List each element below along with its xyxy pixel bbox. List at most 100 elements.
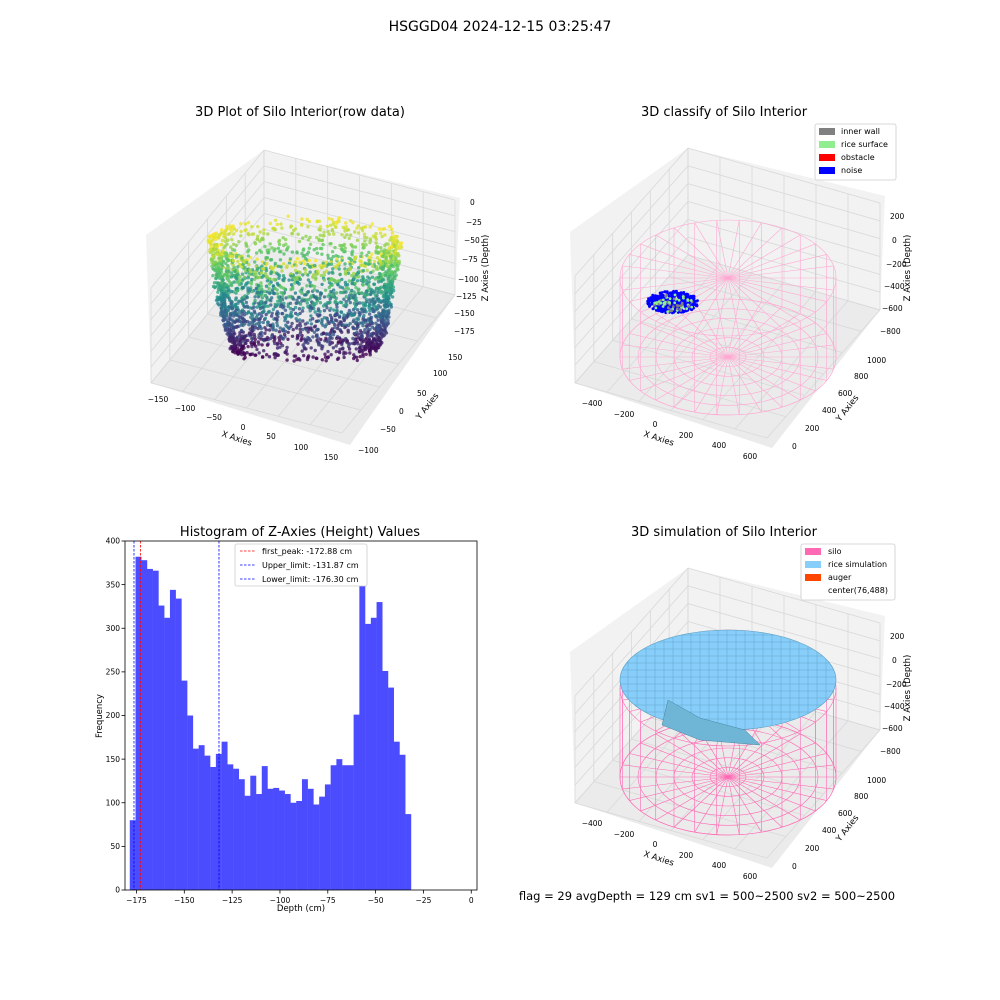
raw-point: [329, 341, 333, 345]
raw-point: [344, 300, 348, 304]
raw-point: [250, 277, 254, 282]
raw-point: [390, 231, 395, 235]
silo-floor-spoke: [673, 726, 729, 778]
histogram-bar: [192, 748, 199, 890]
raw-point: [322, 295, 327, 299]
raw-point: [289, 224, 293, 228]
raw-point: [253, 260, 257, 264]
raw-point: [350, 273, 354, 278]
classify-x-tick: 600: [743, 452, 758, 461]
raw-point: [259, 250, 264, 254]
silo-top-spoke: [727, 277, 816, 313]
raw-x-tick: −50: [206, 413, 222, 422]
histogram-bar: [227, 764, 234, 890]
histogram-bar: [135, 556, 142, 890]
raw-point: [337, 267, 341, 271]
raw-point: [390, 295, 395, 299]
silo-floor-spoke: [727, 356, 762, 413]
raw-point: [376, 318, 380, 322]
raw-point: [219, 313, 223, 317]
classify-y-tick: 1000: [867, 356, 886, 365]
raw-point: [378, 323, 382, 328]
raw-point: [376, 280, 381, 284]
raw-point: [384, 242, 388, 246]
raw-point: [342, 313, 346, 317]
raw-point: [219, 231, 224, 235]
raw-point: [392, 238, 396, 242]
raw-point: [286, 245, 290, 249]
raw-point: [314, 356, 318, 360]
raw-z-tick: −175: [454, 327, 475, 336]
raw-point: [326, 230, 330, 234]
raw-point: [317, 219, 322, 223]
raw-point: [247, 323, 251, 327]
silo-top-spoke: [640, 243, 729, 279]
raw-point: [254, 353, 258, 357]
raw-point: [275, 222, 279, 227]
raw-y-tick: 100: [433, 369, 448, 378]
gridline: [263, 149, 456, 201]
raw-point: [372, 346, 376, 350]
classify-point-class: [675, 307, 679, 311]
raw-point: [370, 252, 374, 256]
raw-point: [367, 334, 371, 338]
figure-suptitle: HSGGD04 2024-12-15 03:25:47: [389, 19, 612, 35]
raw-point: [273, 278, 277, 282]
raw-point: [244, 339, 248, 343]
raw-point: [234, 336, 238, 341]
raw-point: [370, 306, 374, 311]
raw-point: [255, 290, 259, 295]
raw-point: [372, 309, 376, 314]
raw-point: [245, 260, 249, 265]
raw-point: [258, 317, 262, 321]
raw-point: [354, 255, 358, 259]
raw-point: [292, 276, 296, 280]
silo-floor-spoke: [694, 356, 729, 413]
raw-point: [298, 302, 303, 306]
raw-point: [252, 309, 256, 313]
raw-point: [315, 327, 320, 332]
classify-point-class: [690, 305, 694, 309]
simulation-y-tick: 0: [792, 862, 797, 871]
raw-point: [351, 341, 355, 346]
raw-point: [294, 264, 299, 268]
classify-point-noise: [651, 307, 655, 311]
raw-z-axis-label: Z Axies (Depth): [481, 235, 491, 302]
raw-point: [337, 216, 341, 220]
histogram-bar: [233, 768, 240, 890]
raw-point: [226, 306, 230, 310]
raw-point: [247, 233, 251, 237]
raw-point: [329, 290, 334, 294]
raw-point: [246, 291, 250, 295]
raw-point: [360, 321, 364, 325]
silo-floor-spoke: [655, 733, 729, 778]
silo-floor-spoke: [622, 764, 729, 778]
classify-z-tick: −800: [880, 327, 901, 336]
raw-point: [359, 226, 364, 230]
raw-point: [232, 330, 236, 334]
silo-floor-spoke: [727, 753, 827, 778]
silo-floor-spoke: [629, 776, 729, 801]
raw-point: [382, 227, 387, 231]
raw-point: [352, 318, 356, 322]
classify-point-class: [663, 302, 667, 306]
silo-floor-spoke: [673, 776, 729, 828]
raw-point: [368, 353, 372, 357]
y-tick-label: 50: [110, 842, 120, 851]
raw-point: [319, 337, 323, 342]
classify-gridlines: [574, 147, 881, 439]
raw-point: [240, 312, 244, 317]
raw-point: [325, 269, 329, 273]
raw-point: [241, 337, 245, 341]
raw-point: [236, 259, 240, 264]
simulation-y-ticklabels: 0 200 400 600 800 1000: [792, 776, 886, 871]
raw-point: [221, 278, 225, 282]
raw-point: [378, 259, 382, 264]
raw-point: [243, 222, 248, 226]
raw-point: [353, 230, 357, 234]
raw-point: [307, 219, 312, 224]
raw-point: [304, 293, 308, 297]
raw-point: [241, 295, 245, 300]
raw-point: [377, 271, 382, 276]
raw-point: [338, 337, 342, 341]
